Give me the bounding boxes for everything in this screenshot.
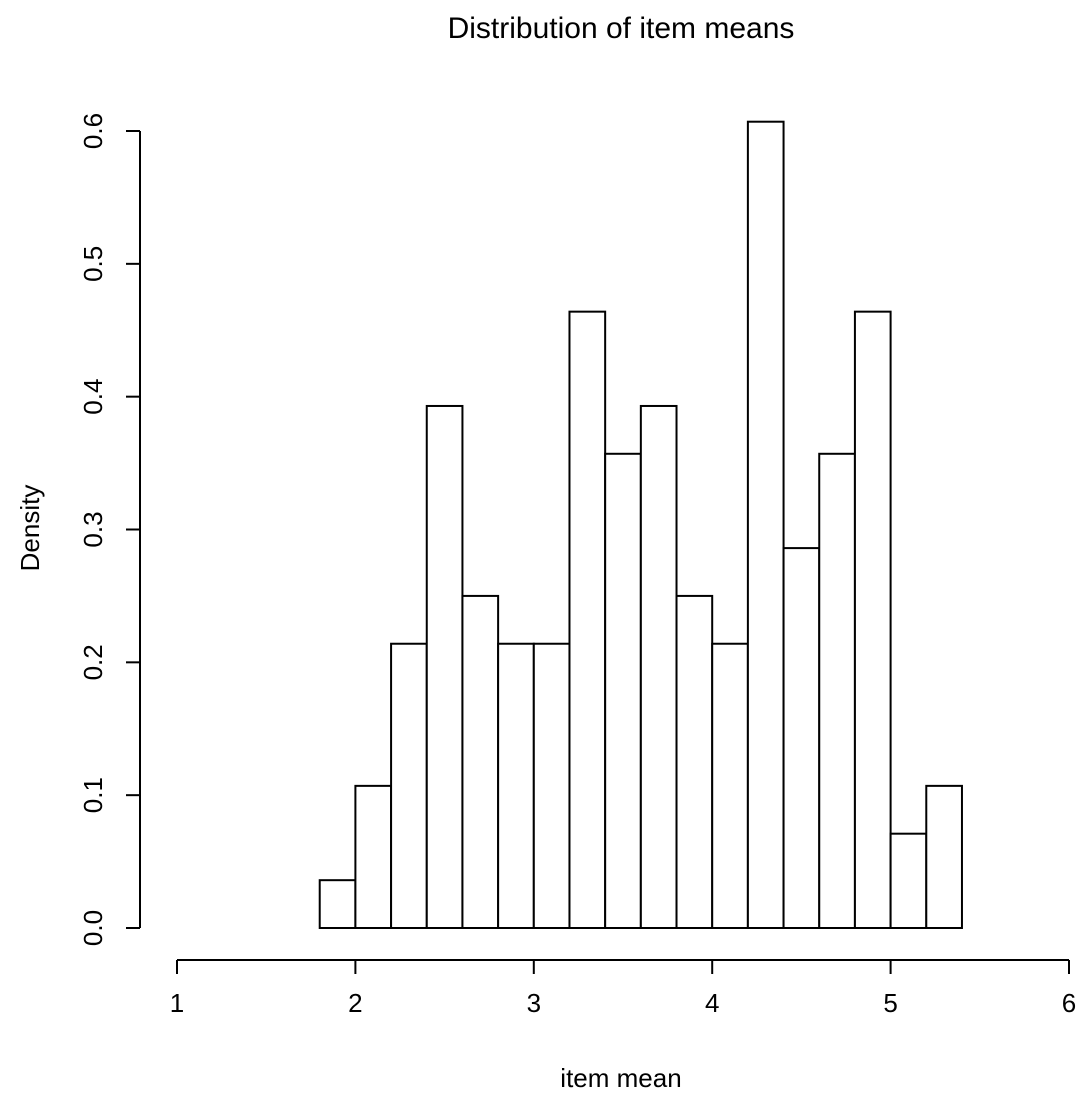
y-tick-label: 0.6 — [78, 113, 108, 149]
histogram-bar — [675, 594, 714, 930]
y-tick-label: 0.0 — [78, 910, 108, 946]
histogram-bar — [889, 832, 928, 930]
x-tick-label: 1 — [170, 988, 184, 1018]
x-tick-label: 4 — [705, 988, 719, 1018]
histogram-bar — [818, 452, 856, 929]
x-tick-label: 6 — [1062, 988, 1076, 1018]
histogram-bar — [782, 547, 821, 929]
x-axis-label: item mean — [560, 1063, 681, 1093]
histogram-bar — [568, 310, 607, 929]
x-tick-label: 3 — [527, 988, 541, 1018]
histogram-bar — [354, 784, 393, 930]
x-axis: 1 2 3 4 5 6 — [170, 959, 1076, 1018]
histogram-bar — [925, 784, 963, 930]
x-tick-label: 2 — [348, 988, 362, 1018]
histogram-bar — [390, 642, 428, 930]
y-tick-label: 0.4 — [78, 379, 108, 415]
y-axis-label: Density — [15, 485, 45, 572]
x-tick-label: 5 — [883, 988, 897, 1018]
bars-group — [318, 120, 963, 930]
histogram-bar — [711, 642, 749, 930]
histogram-bar — [318, 879, 357, 929]
y-tick-label: 0.1 — [78, 777, 108, 813]
histogram-bar — [461, 594, 500, 930]
histogram-bar — [853, 310, 892, 929]
histogram-bar — [604, 452, 642, 929]
histogram-bar — [425, 404, 464, 929]
y-tick-label: 0.5 — [78, 246, 108, 282]
y-tick-label: 0.2 — [78, 644, 108, 680]
histogram-bar — [532, 642, 571, 930]
y-tick-label: 0.3 — [78, 511, 108, 547]
histogram-bar — [746, 120, 785, 930]
histogram-bar — [497, 642, 535, 930]
chart-title: Distribution of item means — [448, 12, 795, 45]
y-axis: 0.0 0.1 0.2 0.3 0.4 0.5 0.6 — [78, 113, 141, 946]
histogram-bar — [639, 404, 678, 929]
